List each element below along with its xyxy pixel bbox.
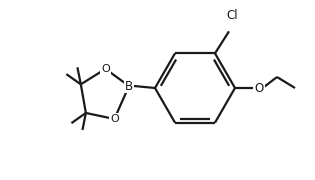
- Text: O: O: [110, 114, 119, 124]
- Text: O: O: [255, 82, 264, 94]
- Text: Cl: Cl: [226, 9, 238, 22]
- Text: O: O: [101, 64, 110, 74]
- Text: B: B: [125, 80, 133, 93]
